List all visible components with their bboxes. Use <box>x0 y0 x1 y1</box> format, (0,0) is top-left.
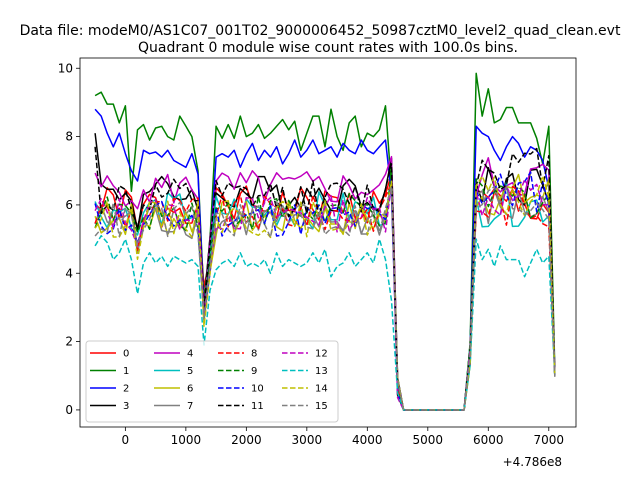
y-tick-label: 2 <box>65 335 73 349</box>
y-tick-label: 0 <box>65 403 73 417</box>
legend-label-9: 9 <box>251 366 257 377</box>
series-line-13 <box>94 234 556 411</box>
legend-label-5: 5 <box>187 366 193 377</box>
legend-label-14: 14 <box>315 384 328 395</box>
legend-label-8: 8 <box>251 349 257 360</box>
legend-label-2: 2 <box>123 384 129 395</box>
legend-label-1: 1 <box>123 366 129 377</box>
x-tick-label: 7000 <box>534 433 565 447</box>
y-tick-label: 6 <box>65 198 73 212</box>
y-tick-label: 8 <box>65 130 73 144</box>
x-tick-label: 2000 <box>231 433 262 447</box>
axes-frame <box>79 57 577 428</box>
series-line-14 <box>94 175 556 411</box>
figure-suptitle: Data file: modeM0/AS1C07_001T02_90000064… <box>20 23 621 39</box>
series-line-4 <box>94 155 556 411</box>
x-tick-label: 4000 <box>352 433 383 447</box>
x-tick-label: 0 <box>122 433 130 447</box>
x-tick-label: 3000 <box>292 433 323 447</box>
x-tick-label: 1000 <box>171 433 202 447</box>
chart-title: Quadrant 0 module wise count rates with … <box>138 40 518 56</box>
series-lines <box>94 72 556 411</box>
legend-label-6: 6 <box>187 384 193 395</box>
x-offset-label: +4.786e8 <box>503 455 562 469</box>
legend-label-13: 13 <box>315 366 328 377</box>
y-tick-label: 10 <box>58 61 73 75</box>
series-line-11 <box>94 146 556 411</box>
series-line-12 <box>94 178 556 411</box>
series-line-1 <box>94 72 556 411</box>
legend-label-15: 15 <box>315 401 328 412</box>
series-line-2 <box>94 108 556 411</box>
plot-area: 0 1000 2000 3000 4000 5000 6000 700002468100123… <box>58 57 577 447</box>
legend-label-4: 4 <box>187 349 193 360</box>
series-line-10 <box>94 171 556 411</box>
legend-label-3: 3 <box>123 401 129 412</box>
legend-label-7: 7 <box>187 401 193 412</box>
x-tick-label: 6000 <box>473 433 504 447</box>
legend-label-12: 12 <box>315 349 328 360</box>
x-tick-label: 5000 <box>413 433 444 447</box>
legend-box <box>85 340 339 423</box>
legend-label-10: 10 <box>251 384 264 395</box>
legend-label-11: 11 <box>251 401 264 412</box>
legend-label-0: 0 <box>123 349 129 360</box>
y-tick-label: 4 <box>65 266 73 280</box>
